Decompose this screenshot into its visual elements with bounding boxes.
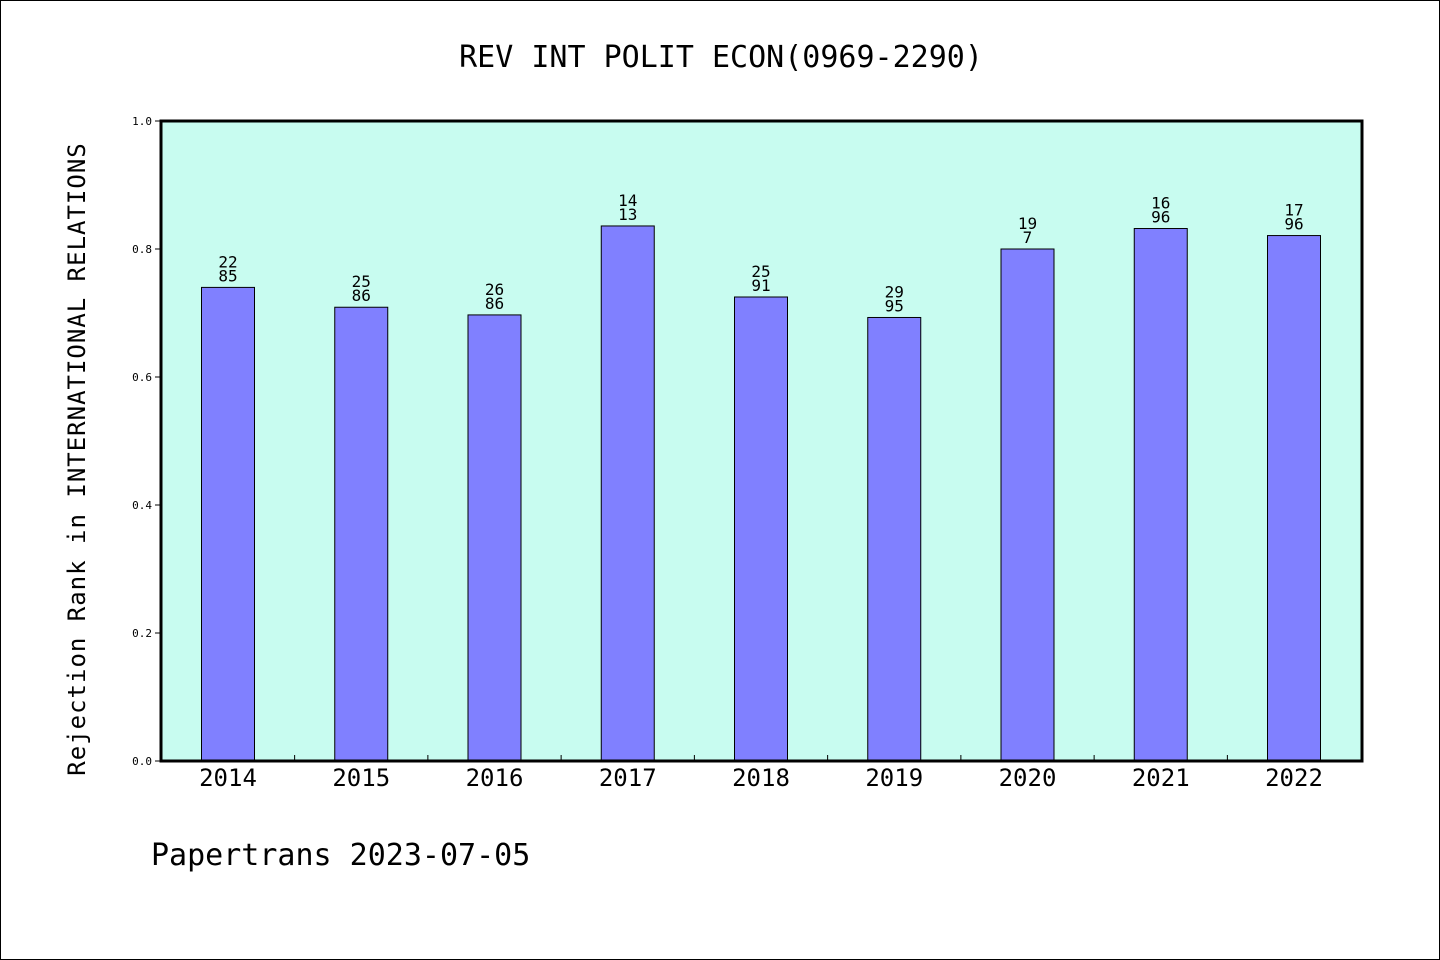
x-tick-label: 2015 [332, 764, 390, 792]
x-tick-label: 2017 [599, 764, 657, 792]
x-tick-label: 2022 [1265, 764, 1323, 792]
y-tick-label: 0.8 [132, 243, 152, 256]
bar-data-label-line2: 96 [1284, 215, 1303, 234]
bar-data-label-line2: 86 [485, 294, 504, 313]
y-tick-label: 0.6 [132, 371, 152, 384]
bar [467, 314, 522, 762]
bar-data-label-line1: 25 [751, 262, 770, 281]
bar-data-label-line2: 13 [618, 205, 637, 224]
bar [1133, 228, 1188, 762]
x-tick-label: 2019 [865, 764, 923, 792]
bar-data-label-line1: 29 [885, 282, 904, 301]
x-tick-label: 2014 [199, 764, 257, 792]
bar [201, 286, 255, 762]
x-tick-label: 2020 [999, 764, 1057, 792]
bar-data-label-line1: 22 [218, 252, 237, 271]
y-tick-label: 1.0 [132, 115, 152, 128]
bar-data-label-line2: 96 [1151, 208, 1170, 227]
bar-data-label-line2: 7 [1023, 228, 1033, 247]
bar-data-label-line2: 95 [885, 296, 904, 315]
x-tick-label: 2021 [1132, 764, 1190, 792]
bar [1000, 248, 1055, 762]
bar [600, 225, 655, 762]
bar-data-label-line2: 85 [218, 266, 237, 285]
plot-frame [159, 119, 1364, 763]
bar-data-label-line2: 86 [352, 286, 371, 305]
footer-credit: Papertrans 2023-07-05 [151, 838, 530, 873]
y-axis-label: Rejection Rank in INTERNATIONAL RELATION… [63, 142, 91, 775]
bar-data-label-line1: 19 [1018, 214, 1037, 233]
bar-data-label-line1: 16 [1151, 194, 1170, 213]
bar-data-label-line2: 91 [751, 276, 770, 295]
y-tick-label: 0.4 [132, 499, 152, 512]
y-tick-label: 0.0 [132, 755, 152, 768]
y-tick-label: 0.2 [132, 627, 152, 640]
x-tick-label: 2018 [732, 764, 790, 792]
bar [867, 316, 922, 762]
bar-data-label-line1: 26 [485, 280, 504, 299]
bar [1267, 235, 1321, 762]
bar [334, 306, 389, 762]
bar-data-label-line1: 17 [1284, 201, 1303, 220]
bar-data-label-line1: 25 [352, 272, 371, 291]
bar [734, 296, 788, 762]
bar-data-label-line1: 14 [618, 191, 637, 210]
x-tick-label: 2016 [466, 764, 524, 792]
chart-title: REV INT POLIT ECON(0969-2290) [459, 40, 983, 75]
